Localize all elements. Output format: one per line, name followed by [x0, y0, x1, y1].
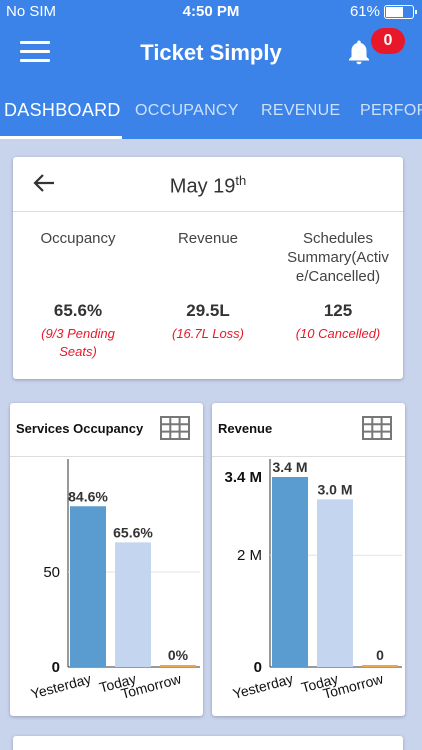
- bar-value-label: 0: [376, 647, 384, 663]
- occupancy-label: Occupancy: [40, 230, 116, 247]
- occupancy-value: 65.6%: [53, 301, 103, 320]
- bar-value-label: 0%: [168, 647, 189, 663]
- revenue-summary: Revenue 29.5L (16.7L Loss): [143, 229, 273, 343]
- active-tab-indicator: [0, 136, 122, 139]
- y-tick-label: 2 M: [237, 547, 262, 564]
- y-tick-label: 3.4 M: [224, 469, 262, 486]
- schedules-cancelled-note: (10 Cancelled): [295, 326, 381, 341]
- bar-today: [115, 542, 151, 667]
- bar-tomorrow: [160, 665, 196, 667]
- occupancy-summary: Occupancy 65.6% (9/3 Pending Seats): [13, 229, 143, 361]
- tab-performance[interactable]: PERFOR: [360, 102, 422, 119]
- y-tick-label: 50: [43, 564, 60, 581]
- occupancy-pending-note: (9/3 Pending Seats): [41, 326, 115, 359]
- selected-date[interactable]: May 19th: [169, 173, 247, 198]
- bar-value-label: 3.0 M: [317, 481, 352, 497]
- battery-percent: 61%: [349, 3, 380, 20]
- revenue-value: 29.5L: [186, 301, 230, 320]
- menu-icon[interactable]: [20, 41, 50, 63]
- next-card: [13, 736, 403, 750]
- revenue-chart-title: Revenue: [218, 421, 273, 436]
- tab-occupancy[interactable]: OCCUPANCY: [135, 102, 239, 119]
- summary-card: May 19th Occupancy 65.6% (9/3 Pending Se…: [13, 157, 403, 379]
- schedules-value: 125: [323, 301, 353, 320]
- revenue-loss-note: (16.7L Loss): [171, 326, 245, 341]
- tab-bar: DASHBOARD OCCUPANCY REVENUE PERFOR: [0, 86, 422, 139]
- x-category-label: Yesterday: [29, 670, 93, 701]
- schedules-label: Schedules Summary(Activ e/Cancelled): [287, 230, 389, 285]
- notification-badge[interactable]: 0: [371, 28, 405, 54]
- bar-today: [317, 499, 353, 667]
- bar-value-label: 3.4 M: [272, 459, 307, 475]
- status-indicators: 61%: [349, 3, 417, 20]
- app-title: Ticket Simply: [140, 40, 282, 65]
- bell-icon[interactable]: [344, 38, 374, 68]
- table-view-icon[interactable]: [362, 416, 392, 440]
- revenue-label: Revenue: [177, 230, 239, 247]
- carrier-label: No SIM: [6, 3, 57, 20]
- services-occupancy-title: Services Occupancy: [16, 421, 144, 436]
- schedules-summary: Schedules Summary(Activ e/Cancelled) 125…: [273, 229, 403, 343]
- status-bar: No SIM 4:50 PM 61%: [0, 0, 422, 24]
- services-occupancy-card: Services Occupancy 0 50 84.6% Yesterday 65.6…: [10, 403, 203, 716]
- bar-tomorrow: [362, 665, 398, 667]
- summary-header: May 19th: [13, 157, 403, 212]
- y-tick-label: 0: [52, 659, 60, 676]
- app-bar: Ticket Simply 0: [0, 24, 422, 86]
- tab-dashboard[interactable]: DASHBOARD: [4, 100, 121, 120]
- back-arrow-icon[interactable]: [33, 173, 55, 193]
- clock: 4:50 PM: [182, 3, 240, 20]
- y-tick-label: 0: [254, 659, 262, 676]
- bar-value-label: 84.6%: [68, 488, 108, 504]
- bar-yesterday: [272, 477, 308, 667]
- table-view-icon[interactable]: [160, 416, 190, 440]
- x-category-label: Yesterday: [231, 670, 295, 701]
- tab-revenue[interactable]: REVENUE: [261, 102, 341, 119]
- bar-value-label: 65.6%: [113, 524, 153, 540]
- bar-yesterday: [70, 506, 106, 667]
- battery-icon: [384, 4, 417, 19]
